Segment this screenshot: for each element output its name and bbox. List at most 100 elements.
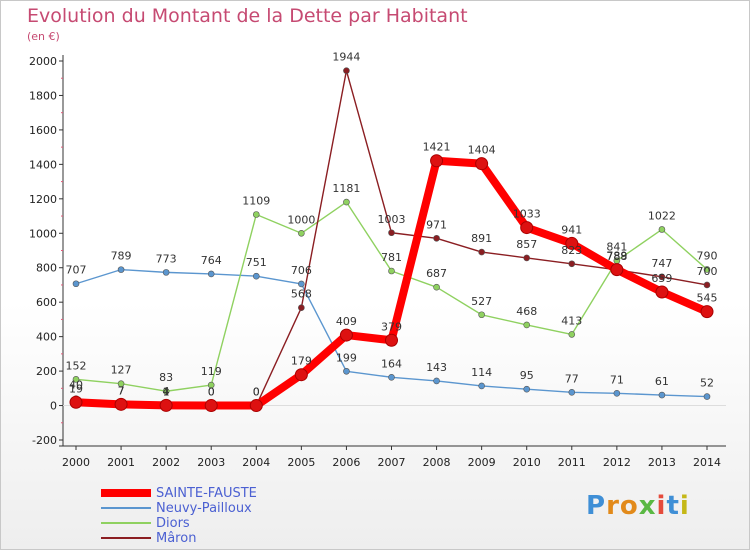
data-label: 114 (471, 366, 492, 379)
series-line (75, 69, 708, 407)
data-point (72, 376, 80, 383)
data-point (433, 283, 440, 291)
data-point (339, 328, 353, 342)
logo-letter: P (586, 491, 607, 521)
data-label: 790 (697, 249, 718, 262)
data-point (658, 226, 666, 233)
chart-unit-label: (en €) (27, 30, 60, 43)
data-point (298, 229, 305, 237)
data-point (703, 393, 711, 400)
logo-letter: r (606, 491, 620, 521)
data-point (613, 390, 621, 397)
data-label: 781 (381, 251, 402, 264)
data-label: 891 (471, 232, 492, 245)
x-tick-label: 2011 (558, 456, 586, 469)
data-point (388, 373, 395, 381)
data-point (700, 305, 714, 319)
data-point (343, 67, 350, 74)
data-label: 1033 (513, 208, 541, 221)
data-label: 1421 (423, 141, 451, 154)
x-tick-label: 2012 (603, 456, 631, 469)
y-tick-label: 1000 (29, 227, 57, 240)
data-point (162, 387, 170, 395)
data-label: 1109 (242, 194, 270, 207)
data-point (114, 397, 128, 411)
data-label: 527 (471, 295, 492, 308)
data-point (478, 311, 485, 319)
x-tick-label: 2005 (287, 456, 315, 469)
data-label: 857 (516, 238, 537, 251)
data-label: 789 (111, 250, 132, 263)
data-label: 77 (565, 372, 579, 385)
logo-letter: i (656, 491, 667, 521)
series-layer (69, 67, 714, 413)
data-label: 7 (118, 384, 125, 397)
legend-swatch (101, 507, 151, 509)
y-tick-label: 1200 (29, 193, 57, 206)
data-label: 751 (246, 256, 267, 269)
data-point (703, 281, 711, 289)
data-label: 1181 (332, 182, 360, 195)
data-point (388, 267, 395, 275)
data-point (658, 273, 666, 281)
data-label: 747 (651, 257, 672, 270)
data-label: 468 (516, 305, 537, 318)
x-tick-label: 2003 (197, 456, 225, 469)
data-point (523, 385, 531, 393)
proxiti-logo: Proxiti (586, 491, 690, 521)
data-label: 19 (69, 382, 83, 395)
data-label: 0 (208, 386, 215, 399)
legend-swatch (101, 537, 151, 539)
y-tick-label: 0 (50, 400, 57, 413)
data-label: 0 (253, 386, 260, 399)
x-tick-label: 2014 (693, 456, 721, 469)
data-point (568, 388, 576, 396)
x-tick-label: 2004 (242, 456, 270, 469)
series-neuvy-pailloux (72, 266, 711, 400)
data-point (385, 333, 398, 347)
chart-title: Evolution du Montant de la Dette par Hab… (27, 5, 468, 27)
y-tick-label: 1600 (29, 124, 57, 137)
legend-label: Mâron (156, 531, 197, 546)
data-point (703, 266, 711, 273)
data-point (252, 272, 260, 280)
y-tick-label: 1800 (29, 89, 57, 102)
data-label: 143 (426, 361, 447, 374)
data-label: 409 (336, 315, 357, 328)
y-tick-label: 400 (36, 331, 57, 344)
data-label: 152 (66, 359, 87, 372)
data-label: 971 (426, 218, 447, 231)
data-label: 1944 (332, 51, 360, 64)
data-label: 1022 (648, 209, 676, 222)
data-point (478, 248, 485, 256)
data-label: 1404 (468, 144, 496, 157)
data-point (69, 395, 83, 409)
legend-label: Diors (156, 516, 190, 531)
data-point (565, 236, 579, 250)
x-tick-label: 2000 (62, 456, 90, 469)
data-point (388, 229, 395, 237)
y-tick-label: 200 (36, 365, 57, 378)
data-label: 1003 (378, 213, 406, 226)
legend-label: SAINTE-FAUSTE (156, 486, 257, 501)
data-label: 61 (655, 375, 669, 388)
data-point (658, 391, 666, 399)
data-point (298, 304, 305, 311)
data-label: 52 (700, 377, 714, 390)
logo-letter: t (666, 491, 680, 521)
data-label: 789 (606, 250, 627, 263)
data-label: 379 (381, 320, 402, 333)
data-label: 0 (208, 386, 215, 399)
data-point (162, 269, 170, 276)
data-label: 95 (520, 369, 534, 382)
data-point (117, 380, 125, 387)
data-point (568, 260, 576, 268)
data-point (655, 285, 669, 299)
data-label: 0 (253, 386, 260, 399)
x-tick-label: 2001 (107, 456, 135, 469)
data-point (433, 234, 440, 242)
y-tick-label: -200 (32, 434, 57, 447)
data-label: 1000 (287, 213, 315, 226)
data-label: 40 (69, 379, 83, 392)
